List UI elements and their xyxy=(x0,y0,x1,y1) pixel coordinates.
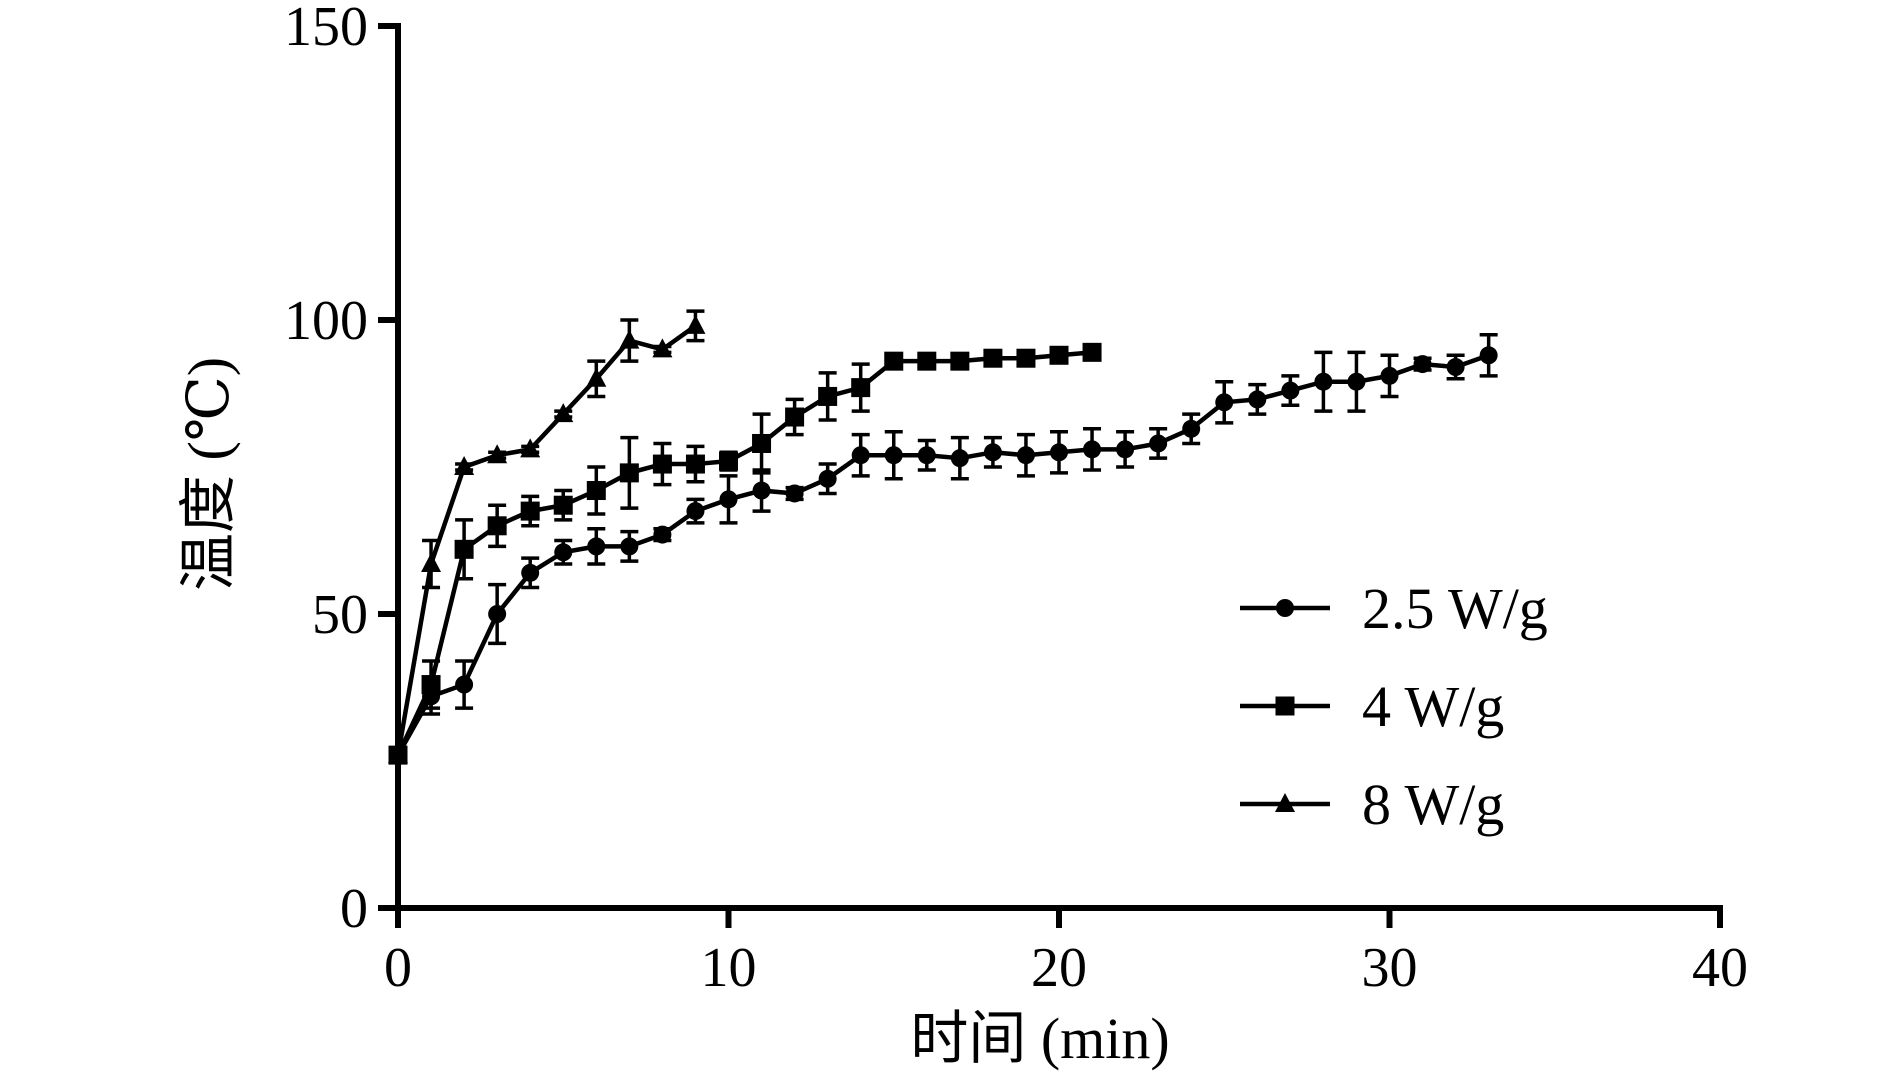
data-point xyxy=(851,378,871,398)
series-4-w-g xyxy=(388,342,1102,765)
data-point xyxy=(1050,443,1068,462)
data-point xyxy=(950,351,970,371)
data-point xyxy=(752,481,771,500)
data-point xyxy=(1149,434,1168,453)
data-point xyxy=(619,329,640,349)
data-point xyxy=(388,744,408,764)
data-point xyxy=(1016,446,1035,465)
x-tick-label: 40 xyxy=(1692,937,1748,999)
data-point xyxy=(1082,342,1102,362)
y-tick-label: 150 xyxy=(284,0,368,58)
legend-label: 2.5 W/g xyxy=(1362,576,1548,641)
legend-item: 8 W/g xyxy=(1240,772,1504,837)
data-point xyxy=(1116,440,1135,459)
data-point xyxy=(553,495,573,515)
data-point xyxy=(653,525,672,544)
data-point xyxy=(1083,440,1102,459)
data-point xyxy=(1314,372,1333,391)
data-point xyxy=(586,367,607,387)
data-point xyxy=(488,605,507,623)
data-point xyxy=(950,449,969,468)
series-2-5-w-g xyxy=(389,332,1498,765)
x-tick-label: 30 xyxy=(1362,937,1418,999)
series-line xyxy=(395,324,697,756)
x-tick-label: 20 xyxy=(1031,937,1087,999)
legend: 2.5 W/g 4 W/g 8 W/g xyxy=(1240,576,1548,837)
data-point xyxy=(1182,419,1201,438)
y-axis-title: 温度 (℃) xyxy=(176,357,241,591)
data-point xyxy=(487,516,507,536)
data-point xyxy=(917,351,937,371)
data-point xyxy=(719,490,738,509)
axes: 0 50 100 150 0 10 20 30 40 xyxy=(284,0,1748,999)
data-point xyxy=(818,386,838,406)
data-point xyxy=(520,438,541,458)
data-point xyxy=(554,543,573,562)
legend-label: 8 W/g xyxy=(1362,772,1504,837)
legend-item: 4 W/g xyxy=(1240,674,1504,739)
data-point xyxy=(487,444,508,464)
data-point xyxy=(1049,345,1069,365)
data-point xyxy=(1479,346,1498,365)
series-line xyxy=(396,353,1490,757)
data-point xyxy=(884,351,904,371)
series-layer xyxy=(388,309,1498,765)
y-tick-label: 0 xyxy=(340,878,368,940)
y-tick-label: 100 xyxy=(284,290,368,352)
legend-marker xyxy=(1276,599,1294,617)
data-point xyxy=(983,443,1002,462)
data-point xyxy=(818,469,837,488)
data-point xyxy=(521,563,540,582)
data-point xyxy=(620,537,639,556)
y-tick-label: 50 xyxy=(312,584,368,646)
data-point xyxy=(884,446,903,465)
data-point xyxy=(719,451,738,471)
data-point xyxy=(785,484,804,503)
x-tick-label: 10 xyxy=(701,937,757,999)
data-point xyxy=(1347,372,1366,391)
x-axis-title: 时间 (min) xyxy=(910,1006,1169,1071)
x-tick-label: 0 xyxy=(384,937,412,999)
data-point xyxy=(520,501,540,521)
legend-marker xyxy=(1275,696,1295,716)
data-point xyxy=(454,456,475,475)
data-point xyxy=(1215,393,1234,412)
data-point xyxy=(652,338,673,358)
data-point xyxy=(619,463,639,483)
data-point xyxy=(983,348,1003,368)
legend-marker xyxy=(1275,793,1295,812)
data-point xyxy=(1248,390,1267,409)
data-point xyxy=(586,481,606,501)
data-point xyxy=(917,446,936,465)
data-point xyxy=(685,314,706,334)
data-point xyxy=(1446,358,1465,377)
data-point xyxy=(851,446,870,465)
data-point xyxy=(785,407,805,427)
legend-item: 2.5 W/g xyxy=(1240,576,1548,641)
legend-label: 4 W/g xyxy=(1362,674,1504,739)
data-point xyxy=(652,454,672,474)
data-point xyxy=(1380,366,1399,385)
data-point xyxy=(1413,355,1432,374)
data-point xyxy=(421,553,442,573)
data-point xyxy=(455,675,474,694)
data-point xyxy=(454,539,474,559)
data-point xyxy=(685,454,705,474)
data-point xyxy=(752,433,772,453)
data-point xyxy=(421,675,441,695)
data-point xyxy=(587,537,606,556)
data-point xyxy=(1281,381,1300,400)
series-line xyxy=(395,350,1093,757)
series-8-w-g xyxy=(388,309,706,764)
data-point xyxy=(1016,348,1036,368)
data-point xyxy=(553,403,574,423)
data-point xyxy=(686,502,705,521)
